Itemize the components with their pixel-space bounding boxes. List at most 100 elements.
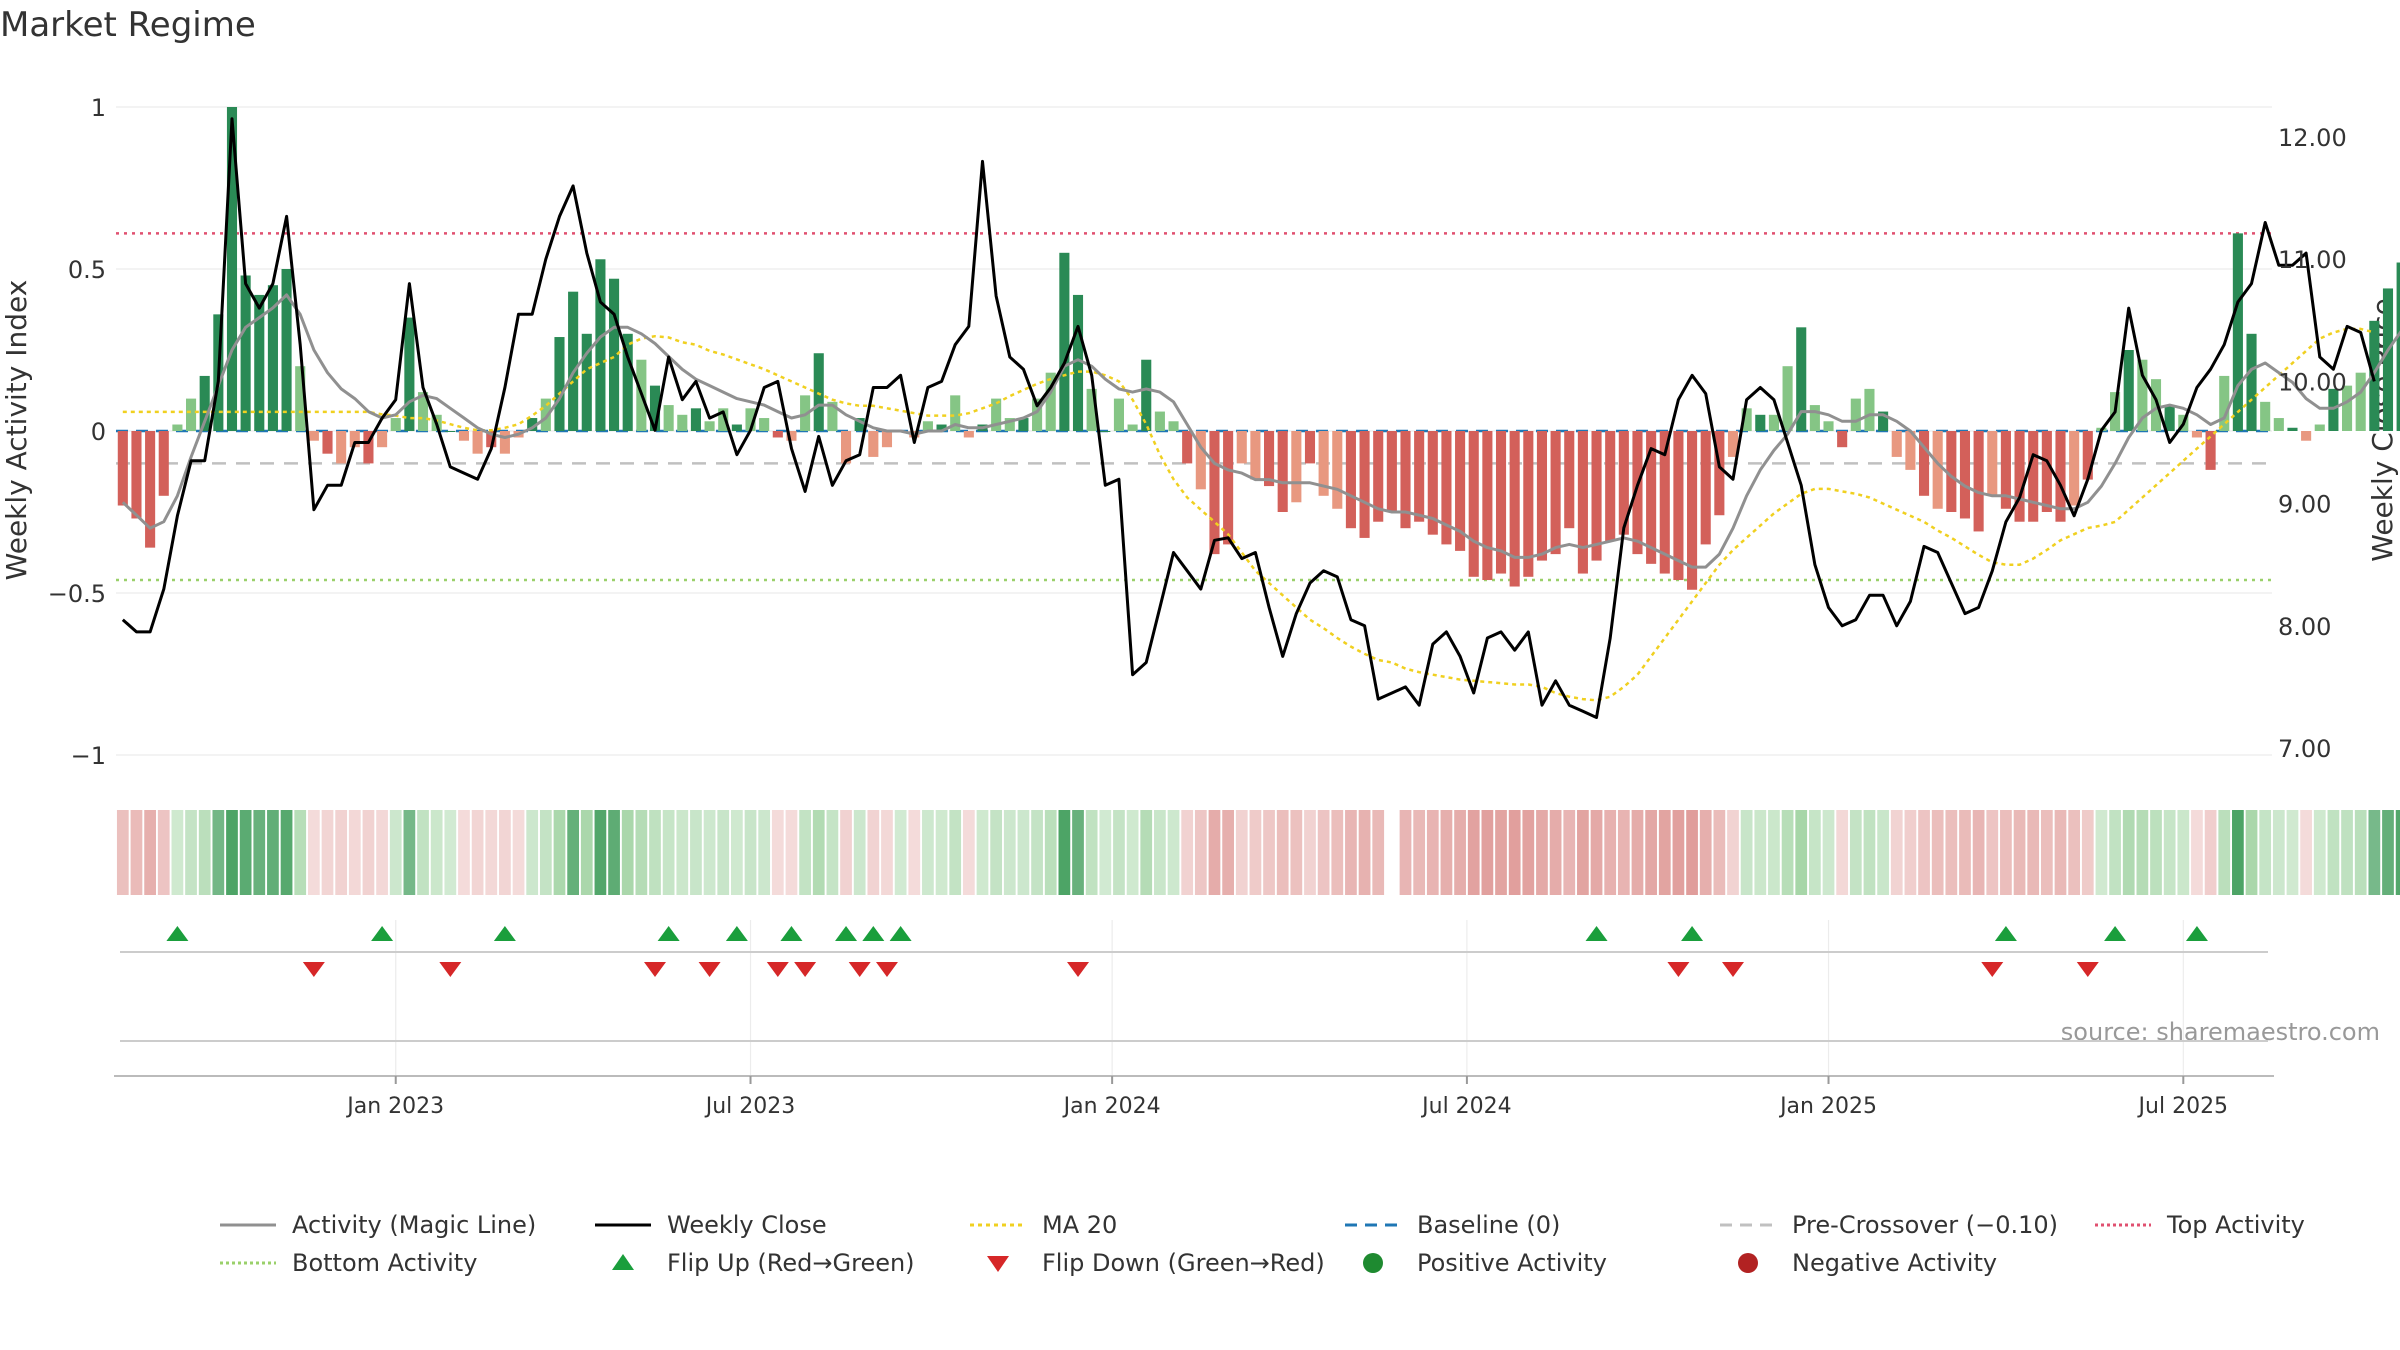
- flip-up-marker: [1681, 926, 1704, 941]
- heat-cell: [1126, 810, 1139, 895]
- activity-bar: [2000, 431, 2011, 509]
- heat-cell: [403, 810, 416, 895]
- legend-swatch-triangle-down: [987, 1256, 1009, 1272]
- heat-cell: [307, 810, 320, 895]
- legend-swatch-dot: [1363, 1253, 1383, 1273]
- heat-cell: [2122, 810, 2135, 895]
- activity-bar: [458, 431, 470, 441]
- heat-cell: [280, 810, 293, 895]
- activity-bar: [417, 392, 429, 431]
- weekly-close-line: [121, 117, 2376, 719]
- activity-bar: [1959, 431, 1971, 519]
- activity-bar: [2137, 359, 2148, 431]
- heat-cell: [2218, 810, 2231, 895]
- activity-bar: [2164, 405, 2175, 431]
- heat-cell: [1208, 810, 1221, 895]
- activity-bar: [172, 424, 183, 431]
- legend-item: Flip Up (Red→Green): [612, 1249, 915, 1277]
- activity-bar: [704, 421, 715, 431]
- activity-bar: [1741, 408, 1752, 431]
- heat-cell: [1249, 810, 1262, 895]
- activity-bar: [158, 431, 169, 496]
- activity-bar: [1209, 431, 1220, 555]
- activity-bar: [1277, 431, 1288, 512]
- activity-bar: [690, 408, 701, 431]
- heat-cell: [1836, 810, 1849, 895]
- activity-bar: [1673, 431, 1684, 581]
- heat-cell: [2040, 810, 2053, 895]
- heat-cell: [717, 810, 730, 895]
- legend-swatch-dot: [1738, 1253, 1758, 1273]
- legend-item: Top Activity: [2095, 1211, 2305, 1239]
- heat-cell: [144, 810, 156, 895]
- heat-cell: [731, 810, 743, 895]
- activity-bar: [609, 278, 620, 431]
- legend-label: Activity (Magic Line): [292, 1211, 536, 1239]
- heat-cell: [2136, 810, 2149, 895]
- activity-bars: [117, 107, 2400, 590]
- heat-cell: [2013, 810, 2026, 895]
- activity-bar: [881, 431, 893, 448]
- heat-cell: [1508, 810, 1521, 895]
- activity-bar: [267, 285, 278, 431]
- heat-cell: [2000, 810, 2012, 895]
- heat-cell: [1317, 810, 1330, 895]
- heat-cell: [239, 810, 252, 895]
- heat-cell: [1099, 810, 1112, 895]
- heat-cell: [1809, 810, 1821, 895]
- activity-bar: [186, 398, 197, 431]
- activity-bar: [2191, 431, 2202, 438]
- flip-up-marker: [1994, 926, 2017, 941]
- activity-bar: [1618, 431, 1629, 535]
- activity-bar: [1195, 431, 1206, 490]
- activity-bar: [1591, 431, 1602, 561]
- activity-bar: [1250, 431, 1261, 480]
- heat-cell: [1931, 810, 1944, 895]
- activity-bar: [499, 431, 510, 454]
- activity-bar: [568, 291, 579, 431]
- flip-up-marker: [2104, 926, 2127, 941]
- heat-cell: [1822, 810, 1835, 895]
- heat-cell: [1740, 810, 1753, 895]
- flip-up-marker: [862, 926, 885, 941]
- heat-cell: [580, 810, 593, 895]
- heat-cell: [2232, 810, 2244, 895]
- activity-bar: [1932, 431, 1943, 509]
- heat-cell: [1399, 810, 1412, 895]
- activity-bar: [1304, 431, 1316, 464]
- activity-bar: [1045, 372, 1056, 431]
- flip-down-marker: [698, 962, 721, 977]
- activity-bar: [1550, 431, 1561, 555]
- heat-cell: [1604, 810, 1617, 895]
- heat-cell: [485, 810, 498, 895]
- activity-bar: [963, 431, 974, 438]
- activity-bar: [1154, 411, 1165, 431]
- flip-down-marker: [848, 962, 871, 977]
- heat-cell: [2163, 810, 2176, 895]
- heat-cell: [1454, 810, 1466, 895]
- heat-cell: [1276, 810, 1289, 895]
- legend-item: MA 20: [970, 1211, 1117, 1239]
- magic-line: [121, 293, 2400, 569]
- activity-bar: [486, 431, 497, 448]
- activity-bar: [622, 333, 633, 431]
- legend-label: Top Activity: [2166, 1211, 2305, 1239]
- x-tick-label: Jul 2023: [704, 1094, 796, 1119]
- activity-bar: [1755, 414, 1766, 431]
- heat-cell: [1617, 810, 1630, 895]
- heat-cell: [990, 810, 1003, 895]
- flip-up-marker: [166, 926, 189, 941]
- heat-cell: [1563, 810, 1576, 895]
- activity-bar: [254, 294, 265, 431]
- activity-bar: [2328, 388, 2339, 431]
- activity-bar: [390, 418, 401, 431]
- activity-bar: [718, 408, 729, 431]
- legend-label: Negative Activity: [1792, 1249, 1997, 1277]
- heat-cell: [1058, 810, 1071, 895]
- activity-bar: [677, 414, 688, 431]
- ma20-line: [122, 327, 2375, 702]
- heat-cell: [2382, 810, 2394, 895]
- heat-cell: [2027, 810, 2040, 895]
- activity-bar: [2219, 375, 2230, 431]
- activity-bar: [1072, 294, 1084, 431]
